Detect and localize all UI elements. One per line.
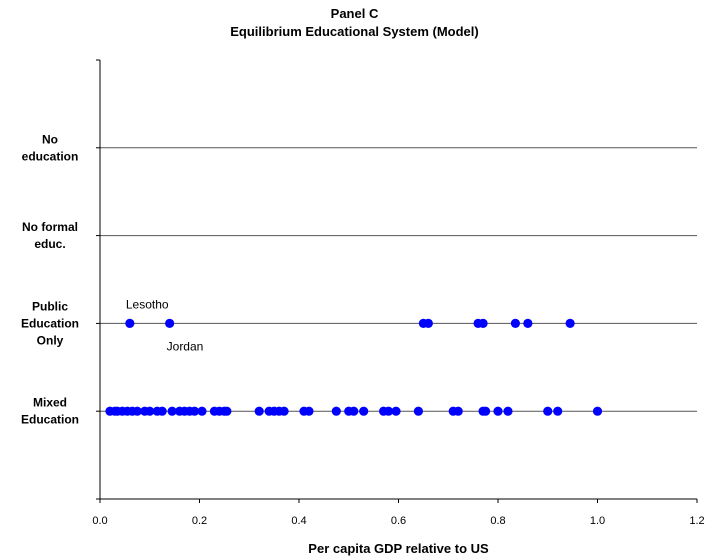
data-point [331, 406, 341, 416]
data-point [157, 406, 167, 416]
x-tick-label: 0.0 [92, 515, 107, 527]
x-tick-label: 1.2 [689, 515, 704, 527]
category-label-public: Public [32, 299, 68, 313]
data-point [493, 406, 503, 416]
data-point [359, 406, 369, 416]
data-point [145, 406, 155, 416]
category-label-no_formal: No formal [22, 220, 78, 234]
category-label-mixed: Education [21, 413, 79, 427]
data-point [503, 406, 513, 416]
chart-title: Panel C [330, 6, 379, 21]
data-point [349, 406, 359, 416]
data-point [391, 406, 401, 416]
x-tick-label: 0.4 [291, 515, 306, 527]
data-point [279, 406, 289, 416]
x-tick-label: 0.2 [192, 515, 207, 527]
chart-subtitle: Equilibrium Educational System (Model) [230, 24, 479, 39]
data-point [304, 406, 314, 416]
category-label-no_edu: No [42, 132, 58, 146]
x-tick-label: 0.6 [391, 515, 406, 527]
data-point [125, 318, 135, 328]
data-point [553, 406, 563, 416]
data-point [478, 318, 488, 328]
data-point [510, 318, 521, 328]
data-point [543, 406, 553, 416]
category-label-mixed: Mixed [33, 396, 67, 410]
data-point [453, 406, 463, 416]
category-label-public: Only [37, 333, 64, 347]
data-point [523, 318, 533, 328]
data-point [565, 318, 575, 328]
x-tick-label: 0.8 [490, 515, 505, 527]
x-tick-label: 1.0 [590, 515, 605, 527]
data-point [423, 318, 433, 328]
data-point [132, 406, 142, 416]
data-point [592, 406, 603, 416]
data-point [189, 406, 200, 416]
data-point [165, 318, 175, 328]
data-point [222, 406, 232, 416]
data-point [254, 406, 264, 416]
annotation-label: Jordan [167, 339, 204, 353]
annotation-label: Lesotho [126, 297, 169, 311]
category-label-no_edu: education [22, 149, 79, 163]
x-axis-label: Per capita GDP relative to US [308, 541, 489, 556]
category-label-no_formal: educ. [34, 237, 65, 251]
data-point [480, 406, 491, 416]
category-label-public: Education [21, 316, 79, 330]
data-point [167, 406, 177, 416]
data-point [383, 406, 394, 416]
data-point [197, 406, 207, 416]
data-point [413, 406, 423, 416]
